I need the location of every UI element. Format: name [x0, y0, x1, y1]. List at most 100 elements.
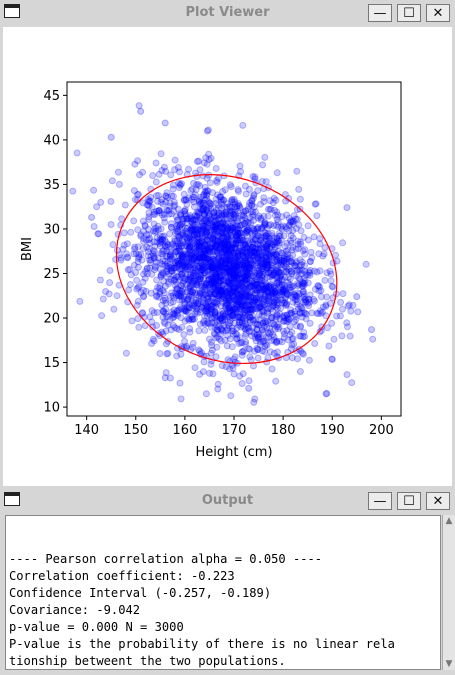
scatter-point: [254, 304, 262, 312]
scatter-point: [281, 243, 289, 250]
scatter-point: [199, 267, 207, 275]
close-button[interactable]: ✕: [426, 492, 450, 510]
scatter-point: [164, 273, 172, 281]
output-text-area[interactable]: ---- Pearson correlation alpha = 0.050 -…: [5, 515, 441, 670]
scatter-point: [241, 276, 249, 284]
scatter-point: [206, 369, 213, 377]
scatter-point: [298, 313, 306, 321]
scatter-point: [175, 292, 183, 300]
scatter-point: [228, 224, 236, 232]
scatter-point: [213, 313, 221, 321]
scatter-point: [273, 169, 281, 177]
scatter-point: [196, 262, 204, 270]
scroll-down-icon[interactable]: ▼: [445, 659, 453, 669]
scatter-point: [348, 379, 356, 387]
scatter-point: [181, 307, 189, 314]
scatter-point: [230, 265, 238, 273]
scatter-point: [153, 192, 160, 200]
output-titlebar[interactable]: Output — ☐ ✕: [0, 488, 455, 514]
scroll-up-icon[interactable]: ▲: [445, 516, 453, 526]
scatter-point: [143, 264, 151, 272]
scatter-point: [257, 216, 265, 224]
minimize-button[interactable]: —: [368, 492, 392, 510]
scatter-point: [236, 308, 244, 316]
scatter-point: [231, 264, 239, 272]
scatter-point: [88, 213, 96, 221]
scatter-point: [207, 200, 215, 208]
scatter-point: [296, 267, 304, 275]
minimize-icon: —: [373, 5, 387, 21]
scatter-point: [245, 306, 253, 314]
scatter-point: [267, 253, 275, 261]
scatter-point: [268, 314, 276, 321]
scatter-point: [194, 281, 202, 289]
scatter-point: [156, 242, 164, 250]
scatter-point: [238, 348, 246, 356]
scatter-point: [209, 221, 217, 229]
scatter-point: [279, 286, 287, 294]
window-menu-icon[interactable]: [4, 4, 20, 18]
scatter-point: [252, 269, 260, 277]
scatter-point: [211, 237, 219, 245]
scatter-point: [310, 267, 318, 275]
scatter-point: [157, 250, 165, 258]
scatter-point: [275, 232, 283, 240]
scatter-point: [145, 236, 153, 244]
scatter-point: [214, 191, 222, 199]
scatter-point: [110, 305, 118, 313]
scatter-point: [233, 203, 241, 211]
scatter-point: [260, 337, 268, 345]
scatter-point: [162, 198, 170, 206]
scatter-point: [167, 292, 174, 300]
scatter-point: [275, 247, 283, 255]
maximize-button[interactable]: ☐: [397, 4, 421, 22]
scatter-point: [152, 287, 160, 295]
scatter-point: [123, 240, 131, 248]
scatter-point: [223, 267, 231, 275]
scatter-point: [209, 279, 217, 287]
scatter-point: [249, 243, 257, 251]
maximize-button[interactable]: ☐: [397, 492, 421, 510]
scatter-point: [256, 255, 264, 263]
scatter-point: [173, 264, 181, 272]
scatter-point: [233, 264, 240, 272]
scatter-point: [161, 257, 169, 265]
scatter-point: [172, 259, 180, 267]
scatter-point: [192, 308, 200, 315]
scatter-point: [177, 232, 185, 240]
scatter-point: [183, 200, 191, 208]
scatter-point: [212, 195, 220, 203]
close-button[interactable]: ✕: [426, 4, 450, 22]
scatter-point: [233, 335, 241, 343]
scatter-point: [294, 240, 302, 248]
scatter-point: [232, 239, 240, 247]
scatter-point: [287, 267, 295, 275]
scatter-point: [204, 209, 212, 217]
scatter-point: [247, 249, 255, 257]
scatter-point: [289, 234, 297, 242]
scatter-point: [224, 292, 232, 300]
scatter-point: [148, 318, 156, 326]
scatter-point: [221, 336, 229, 344]
scatter-point: [210, 290, 218, 297]
scatter-point: [214, 201, 222, 209]
scatter-point: [200, 358, 208, 366]
minimize-button[interactable]: —: [368, 4, 392, 22]
scatter-point: [267, 305, 275, 313]
scatter-point: [233, 335, 241, 342]
scatter-point: [174, 216, 182, 224]
scatter-point: [202, 307, 210, 315]
scatter-point: [123, 253, 131, 261]
scatter-point: [149, 250, 157, 258]
scatter-point: [228, 289, 236, 297]
plot-viewer-titlebar[interactable]: Plot Viewer — ☐ ✕: [0, 0, 455, 26]
scatter-point: [225, 308, 232, 316]
scatter-point: [267, 298, 275, 306]
scatter-point: [205, 150, 213, 158]
output-scrollbar[interactable]: ▲ ▼: [442, 515, 455, 670]
scatter-point: [256, 284, 264, 292]
scatter-point: [224, 243, 232, 251]
scatter-point: [140, 270, 147, 278]
scatter-point: [232, 300, 240, 308]
scatter-point: [328, 282, 336, 290]
